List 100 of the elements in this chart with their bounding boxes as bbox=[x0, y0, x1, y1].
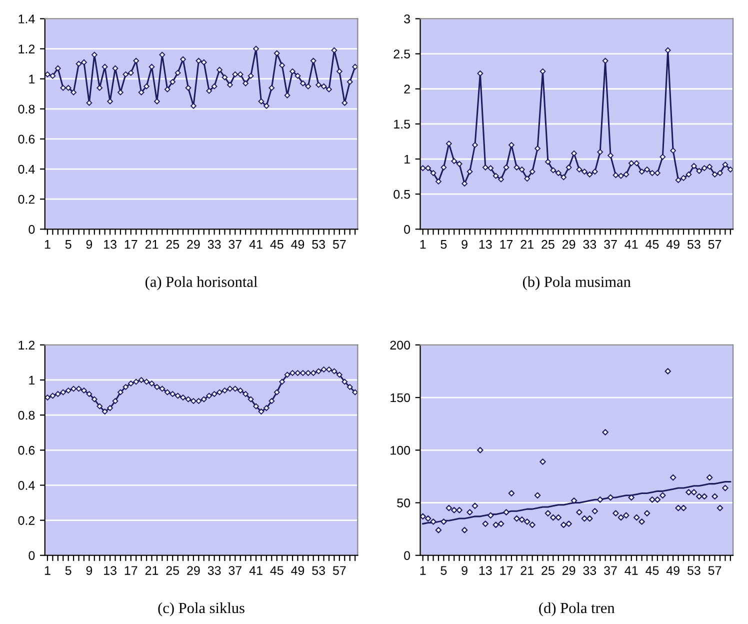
y-tick-label: 1.4 bbox=[18, 14, 35, 24]
point bbox=[660, 492, 666, 499]
point bbox=[185, 84, 192, 91]
point bbox=[200, 59, 207, 66]
point bbox=[305, 83, 312, 90]
x-tick-label: 53 bbox=[312, 566, 325, 575]
point bbox=[706, 474, 713, 481]
point bbox=[482, 164, 488, 170]
point bbox=[346, 384, 353, 390]
point bbox=[592, 508, 598, 514]
x-tick-label: 37 bbox=[228, 566, 242, 575]
point bbox=[488, 165, 494, 172]
point bbox=[436, 178, 442, 184]
point bbox=[649, 170, 656, 176]
x-tick-label: 5 bbox=[440, 566, 447, 575]
point bbox=[138, 377, 144, 383]
point bbox=[529, 168, 536, 175]
point bbox=[96, 403, 103, 410]
point bbox=[566, 520, 572, 527]
y-tick-label: 0.2 bbox=[18, 194, 35, 204]
point bbox=[316, 368, 322, 374]
point bbox=[248, 72, 254, 79]
point bbox=[174, 392, 181, 399]
point bbox=[712, 172, 718, 178]
point bbox=[607, 494, 614, 501]
y-tick-label: 1.2 bbox=[18, 44, 35, 54]
x-tick-label: 29 bbox=[187, 240, 200, 249]
point bbox=[529, 522, 536, 528]
y-tick-label: 50 bbox=[397, 498, 410, 508]
x-axis-title: (c) Pola siklus bbox=[158, 602, 244, 616]
point bbox=[571, 150, 577, 156]
point bbox=[352, 389, 358, 396]
point bbox=[222, 388, 228, 394]
point bbox=[346, 78, 353, 85]
y-tick-label: 0.5 bbox=[394, 190, 410, 199]
x-tick-label: 45 bbox=[646, 566, 659, 575]
point bbox=[576, 166, 582, 172]
point bbox=[331, 368, 338, 374]
x-tick-label: 49 bbox=[291, 566, 304, 575]
x-tick-label: 45 bbox=[646, 240, 659, 249]
point bbox=[196, 398, 202, 404]
point bbox=[284, 372, 290, 378]
point bbox=[159, 52, 166, 58]
point bbox=[170, 391, 176, 397]
point bbox=[86, 391, 92, 397]
point bbox=[164, 389, 170, 396]
point bbox=[649, 496, 656, 503]
point bbox=[717, 170, 723, 176]
x-tick-label: 13 bbox=[479, 240, 492, 249]
point bbox=[133, 378, 140, 385]
y-tick-label: 150 bbox=[390, 393, 410, 402]
point bbox=[716, 504, 724, 512]
point bbox=[424, 515, 432, 522]
point bbox=[425, 165, 431, 172]
x-tick-label: 13 bbox=[104, 240, 116, 249]
x-tick-label: 33 bbox=[208, 566, 221, 575]
point bbox=[138, 89, 144, 96]
x-tick-label: 33 bbox=[583, 240, 596, 249]
point bbox=[305, 370, 312, 376]
point bbox=[336, 68, 342, 74]
point bbox=[492, 522, 499, 528]
point bbox=[253, 403, 259, 410]
point bbox=[190, 398, 196, 404]
point bbox=[294, 370, 301, 376]
point bbox=[664, 47, 671, 54]
point bbox=[518, 166, 525, 172]
point bbox=[242, 80, 249, 86]
y-tick-label: 200 bbox=[390, 340, 410, 350]
point bbox=[618, 514, 624, 521]
point bbox=[320, 83, 327, 90]
point bbox=[654, 170, 660, 176]
y-tick-label: 1.2 bbox=[18, 340, 35, 350]
x-tick-label: 33 bbox=[583, 566, 596, 575]
point bbox=[680, 175, 686, 181]
point bbox=[440, 164, 447, 170]
point bbox=[686, 172, 692, 178]
x-tick-label: 17 bbox=[124, 566, 138, 575]
point bbox=[65, 388, 72, 394]
point bbox=[279, 62, 286, 68]
x-tick-label: 37 bbox=[604, 566, 617, 575]
x-tick-label: 9 bbox=[462, 566, 468, 575]
point bbox=[560, 522, 567, 528]
x-tick-label: 1 bbox=[44, 566, 50, 575]
point bbox=[545, 158, 551, 165]
x-tick-label: 49 bbox=[666, 566, 680, 575]
point bbox=[592, 168, 598, 175]
x-tick-label: 25 bbox=[166, 566, 180, 575]
y-tick-label: 2.5 bbox=[394, 50, 410, 58]
x-tick-label: 21 bbox=[145, 240, 158, 249]
x-axis-title: (d) Pola tren bbox=[539, 602, 615, 616]
point bbox=[420, 165, 426, 172]
y-tick-label: 100 bbox=[390, 446, 410, 455]
x-tick-label: 21 bbox=[145, 566, 158, 575]
point bbox=[570, 497, 578, 504]
point bbox=[675, 177, 682, 184]
point bbox=[440, 518, 447, 525]
point bbox=[258, 98, 264, 104]
x-tick-label: 13 bbox=[479, 566, 492, 575]
point bbox=[722, 162, 728, 168]
point bbox=[498, 176, 504, 182]
